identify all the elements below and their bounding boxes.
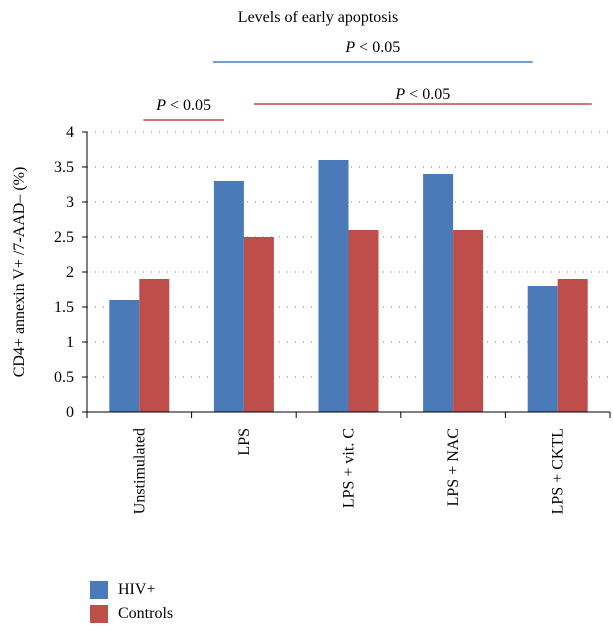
significance-annotations: P < 0.05 P < 0.05 P < 0.05: [143, 39, 592, 121]
significance-label: P < 0.05: [344, 39, 400, 56]
legend-label-hiv: HIV+: [118, 581, 156, 598]
bar-hiv--1: [213, 181, 244, 412]
x-tick-label: LPS + CKTL: [550, 428, 567, 514]
y-tick-label: 0.5: [54, 369, 74, 386]
y-tick-label: 4: [66, 124, 74, 141]
axes: 0 0.5 1 1.5 2 2.5 3 3.5 4 Unstimulated LPS LPS + vi…: [54, 124, 611, 514]
legend: HIV+ Controls: [90, 578, 173, 626]
bar-hiv--0: [109, 300, 140, 412]
bar-controls-3: [453, 230, 484, 412]
y-tick-label: 1.5: [54, 299, 74, 316]
bar-controls-4: [557, 279, 588, 412]
y-axis-label: CD4+ annexin V+ /7-AAD– (%): [11, 167, 28, 378]
significance-label: P < 0.05: [394, 86, 450, 103]
y-tick-label: 0: [66, 404, 74, 421]
x-tick-label: LPS + NAC: [445, 428, 462, 506]
x-tick-label: LPS + vit. C: [341, 428, 358, 508]
bar-hiv--4: [527, 286, 558, 412]
y-tick-label: 1: [66, 334, 74, 351]
apoptosis-bar-chart: Levels of early apoptosis P < 0.05P < 0.…: [11, 9, 611, 514]
legend-label-controls: Controls: [118, 605, 174, 622]
y-tick-label: 2.5: [54, 229, 74, 246]
legend-item-controls: Controls: [90, 602, 173, 626]
legend-item-hiv: HIV+: [90, 578, 173, 602]
legend-swatch-controls: [90, 605, 108, 623]
bar-controls-0: [139, 279, 170, 412]
bar-controls-2: [348, 230, 379, 412]
bar-controls-1: [243, 237, 274, 412]
legend-swatch-hiv: [90, 581, 108, 599]
bar-hiv--2: [318, 160, 349, 412]
y-tick-label: 3: [66, 194, 74, 211]
bar-hiv--3: [423, 174, 454, 412]
x-tick-label: Unstimulated: [131, 428, 148, 514]
bars: [109, 160, 588, 412]
y-tick-label: 2: [66, 264, 74, 281]
x-tick-label: LPS: [236, 428, 253, 456]
chart-title: Levels of early apoptosis: [238, 9, 398, 26]
significance-label: P < 0.05: [155, 97, 211, 114]
y-tick-label: 3.5: [54, 159, 74, 176]
